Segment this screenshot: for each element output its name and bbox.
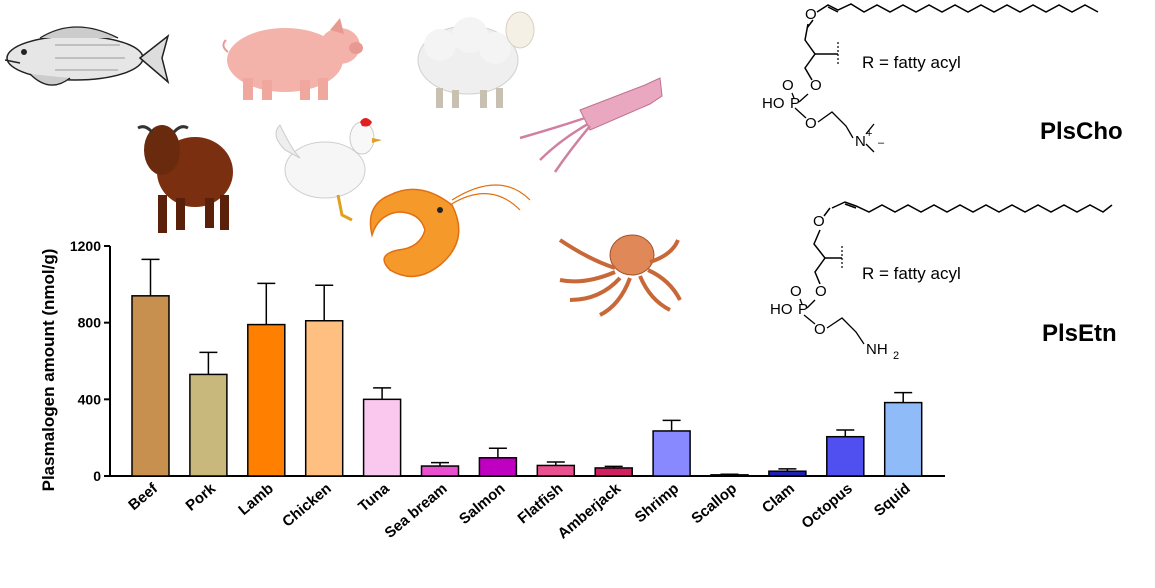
- plscho-n: N: [855, 133, 866, 150]
- bar-tuna: [362, 398, 402, 477]
- x-tick-label-flatfish: Flatfish: [515, 480, 567, 527]
- bull-icon: [137, 125, 233, 233]
- plscho-structure: O O HO P O O N + – R = fatty acyl PlsCho: [762, 3, 1123, 153]
- plsetn-sub2: 2: [893, 350, 899, 362]
- plscho-ho: HO: [762, 95, 785, 112]
- y-axis-label: Plasmalogen amount (nmol/g): [39, 249, 58, 492]
- plscho-o1: O: [810, 77, 822, 94]
- bar-chart: Plasmalogen amount (nmol/g) 04008001200 …: [39, 238, 945, 542]
- plsetn-o2: O: [790, 283, 802, 300]
- error-bar-squid: [894, 391, 913, 403]
- y-ticks: 0 400 800 1200: [70, 238, 110, 484]
- bar-flatfish: [536, 464, 576, 477]
- octopus-icon: [558, 234, 682, 317]
- y-tick-label-3: 1200: [70, 238, 101, 254]
- plscho-o3: O: [805, 115, 817, 132]
- plsetn-o3: O: [814, 321, 826, 338]
- plsetn-vinyl-o: O: [813, 213, 825, 230]
- plscho-r-label: R = fatty acyl: [862, 53, 961, 72]
- x-tick-label-lamb: Lamb: [235, 480, 277, 519]
- y-tick-label-1: 400: [78, 391, 102, 407]
- error-bar-scallop: [720, 473, 739, 476]
- x-tick-label-scallop: Scallop: [688, 480, 740, 527]
- error-bar-beef: [141, 258, 160, 296]
- bar-beef: [131, 295, 170, 477]
- error-bar-chicken: [315, 284, 334, 321]
- x-tick-label-squid: Squid: [871, 480, 914, 520]
- error-bar-tuna: [373, 387, 392, 400]
- plscho-vinyl-o: O: [805, 6, 817, 23]
- x-tick-label-chicken: Chicken: [279, 480, 335, 531]
- plscho-p: P: [790, 95, 800, 112]
- bars: [131, 295, 923, 477]
- plscho-name: PlsCho: [1040, 118, 1123, 145]
- plsetn-ho: HO: [770, 301, 793, 318]
- chicken-icon: [275, 118, 382, 222]
- x-tick-label-clam: Clam: [759, 480, 798, 517]
- bar-shrimp: [652, 430, 691, 477]
- pig-icon: [222, 18, 363, 100]
- plscho-plus: +: [866, 128, 872, 140]
- error-bar-lamb: [257, 282, 276, 325]
- fish-icon: [4, 26, 170, 86]
- x-tick-label-sea-bream: Sea bream: [382, 480, 451, 542]
- x-tick-label-tuna: Tuna: [355, 480, 393, 516]
- error-bar-flatfish: [546, 461, 565, 466]
- bar-clam: [768, 470, 807, 477]
- bar-chicken: [304, 320, 344, 477]
- x-tick-label-beef: Beef: [125, 479, 162, 514]
- plscho-o2: O: [782, 77, 794, 94]
- x-tick-label-amberjack: Amberjack: [555, 480, 625, 543]
- plscho-minus: –: [878, 137, 885, 149]
- plsetn-p: P: [798, 301, 808, 318]
- error-bar-salmon: [488, 447, 507, 458]
- bar-octopus: [826, 435, 865, 477]
- plsetn-structure: O O HO P O O NH 2 R = fatty acyl PlsEtn: [770, 201, 1117, 362]
- error-bar-amberjack: [604, 465, 623, 468]
- error-bar-pork: [199, 351, 218, 375]
- bar-sea-bream: [420, 465, 460, 477]
- squid-icon: [519, 77, 663, 173]
- error-bar-octopus: [836, 429, 855, 437]
- x-tick-label-shrimp: Shrimp: [632, 480, 683, 526]
- x-tick-label-salmon: Salmon: [456, 480, 508, 528]
- bar-salmon: [478, 457, 518, 477]
- shrimp-icon: [369, 184, 531, 278]
- plsetn-o1: O: [815, 283, 827, 300]
- plsetn-r-label: R = fatty acyl: [862, 264, 961, 283]
- error-bars: [141, 258, 913, 476]
- error-bar-shrimp: [662, 419, 681, 431]
- x-tick-label-pork: Pork: [182, 480, 219, 515]
- error-bar-clam: [778, 468, 797, 472]
- bar-amberjack: [594, 467, 633, 477]
- y-tick-label-2: 800: [78, 315, 102, 331]
- plsetn-name: PlsEtn: [1042, 320, 1117, 347]
- x-tick-label-octopus: Octopus: [798, 480, 856, 532]
- plsetn-nh: NH: [866, 341, 888, 358]
- bar-pork: [189, 373, 228, 477]
- bar-lamb: [247, 323, 286, 477]
- y-tick-label-0: 0: [93, 468, 101, 484]
- bar-squid: [883, 401, 923, 477]
- sheep-icon: [417, 11, 535, 108]
- error-bar-sea-bream: [431, 461, 449, 467]
